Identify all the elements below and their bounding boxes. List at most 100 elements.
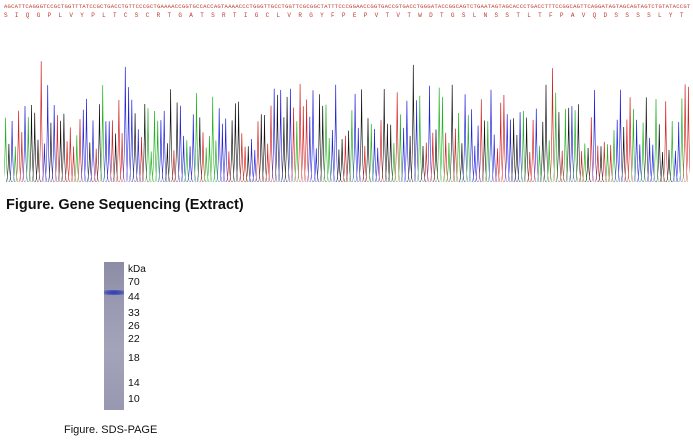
marker-label: 44	[128, 291, 140, 303]
trace-peak	[154, 120, 161, 182]
trace-peak	[245, 146, 252, 182]
kda-unit-label: kDa	[128, 264, 146, 275]
trace-peak	[672, 150, 679, 182]
trace-peak	[675, 121, 682, 182]
trace-peak	[497, 102, 504, 182]
trace-peak	[565, 107, 572, 182]
trace-peak	[465, 115, 472, 182]
trace-peak	[545, 140, 553, 182]
trace-peak	[63, 141, 71, 182]
trace-peak	[610, 130, 618, 182]
gel-lane	[104, 262, 124, 410]
trace-peak	[232, 103, 239, 182]
trace-peak	[190, 114, 197, 182]
trace-peak	[613, 119, 621, 182]
trace-peak	[600, 141, 608, 182]
trace-peak	[241, 146, 249, 182]
trace-peak	[300, 106, 307, 182]
trace-peak	[118, 133, 126, 182]
trace-peak	[681, 84, 689, 182]
trace-peak	[384, 123, 391, 182]
trace-peak	[536, 145, 543, 182]
trace-peak	[620, 126, 627, 182]
trace-peak	[516, 112, 524, 182]
trace-peak	[37, 61, 45, 182]
trace-peak	[604, 144, 611, 182]
marker-label: 33	[128, 307, 140, 319]
trace-peak	[25, 117, 32, 182]
trace-peak	[57, 120, 64, 182]
trace-peak	[267, 105, 275, 182]
sequencing-panel: AGCATTCAGGGTCCGCTGGTTTATCCGCTGACCTGTTCCC…	[0, 0, 693, 182]
trace-peak	[355, 127, 362, 182]
trace-peak	[34, 139, 42, 182]
sds-page-caption: Figure. SDS-PAGE	[64, 424, 158, 436]
marker-label: 70	[128, 276, 140, 288]
trace-peak	[597, 146, 605, 182]
trace-peak	[400, 127, 407, 182]
trace-peak	[406, 135, 414, 182]
trace-peak	[665, 149, 673, 182]
trace-peak	[41, 143, 48, 182]
trace-peak	[562, 108, 569, 182]
trace-peak	[306, 116, 314, 182]
trace-peak	[636, 144, 644, 182]
marker-label: 26	[128, 320, 140, 332]
amino-acid-sequence: SIQGPLVYPLTCSCRTGATSRTIGCLVRGYFPEPVTVTWD…	[4, 12, 690, 19]
marker-label: 14	[128, 377, 140, 389]
trace-peak	[173, 102, 181, 182]
trace-peak	[329, 129, 336, 182]
trace-peak	[591, 89, 598, 182]
trace-peak	[73, 135, 81, 182]
trace-peak	[639, 122, 647, 182]
trace-peak	[607, 144, 614, 182]
trace-peak	[254, 121, 262, 182]
trace-peak	[105, 121, 113, 182]
trace-peak	[659, 151, 666, 182]
trace-peak	[141, 103, 149, 182]
trace-peak	[186, 146, 194, 182]
trace-peak	[432, 129, 440, 182]
trace-peak	[594, 145, 602, 182]
trace-peak	[588, 117, 595, 182]
trace-peak	[219, 123, 226, 182]
sds-page-gel: kDa 70 44 33 26 22 18 14 10	[90, 262, 230, 422]
trace-peak	[507, 119, 514, 182]
trace-peak	[452, 128, 459, 182]
trace-peak	[445, 142, 453, 182]
trace-peak	[138, 136, 145, 182]
trace-peak	[170, 150, 178, 182]
trace-peak	[368, 123, 375, 182]
trace-peak	[423, 142, 430, 182]
trace-peak	[280, 117, 288, 182]
trace-peak	[494, 148, 501, 182]
trace-peak	[584, 147, 592, 182]
trace-peak	[338, 139, 346, 182]
trace-peak	[257, 114, 265, 182]
trace-peak	[662, 101, 669, 182]
trace-peak	[86, 142, 94, 182]
trace-peak	[348, 110, 356, 182]
trace-peak	[374, 147, 382, 182]
trace-peak	[471, 145, 479, 182]
trace-peak	[416, 95, 424, 182]
trace-peak	[458, 143, 466, 182]
trace-peak	[529, 119, 537, 182]
trace-peak	[623, 119, 631, 182]
trace-peak	[332, 84, 339, 182]
trace-peak	[92, 148, 100, 182]
trace-peak	[228, 120, 236, 182]
trace-peak	[342, 135, 349, 182]
trace-peak	[80, 109, 87, 182]
trace-peak	[429, 132, 437, 182]
trace-peak	[206, 135, 213, 182]
trace-peak	[167, 89, 174, 182]
trace-peak	[212, 140, 220, 182]
trace-peak	[358, 89, 365, 182]
trace-peak	[542, 84, 550, 182]
trace-peak	[539, 121, 547, 182]
trace-peak	[377, 120, 385, 182]
trace-peak	[419, 145, 427, 182]
trace-peak	[513, 134, 521, 182]
trace-peak	[526, 151, 534, 182]
